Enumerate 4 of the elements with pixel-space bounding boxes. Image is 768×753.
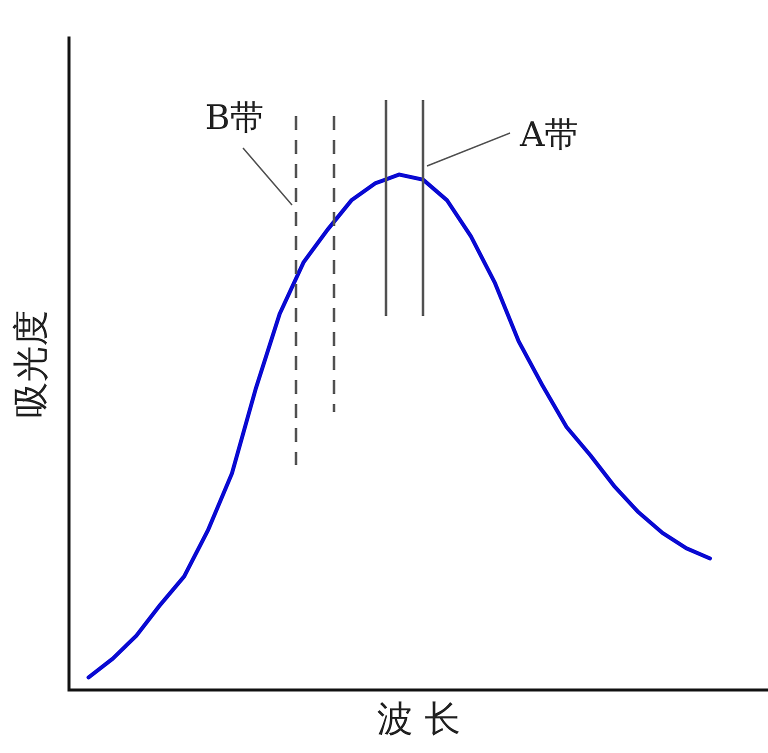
y-axis-title: 吸光度	[10, 310, 52, 418]
text: B带	[205, 98, 264, 138]
text: A带	[519, 114, 579, 155]
x-axis-title: 波 长	[376, 698, 460, 740]
